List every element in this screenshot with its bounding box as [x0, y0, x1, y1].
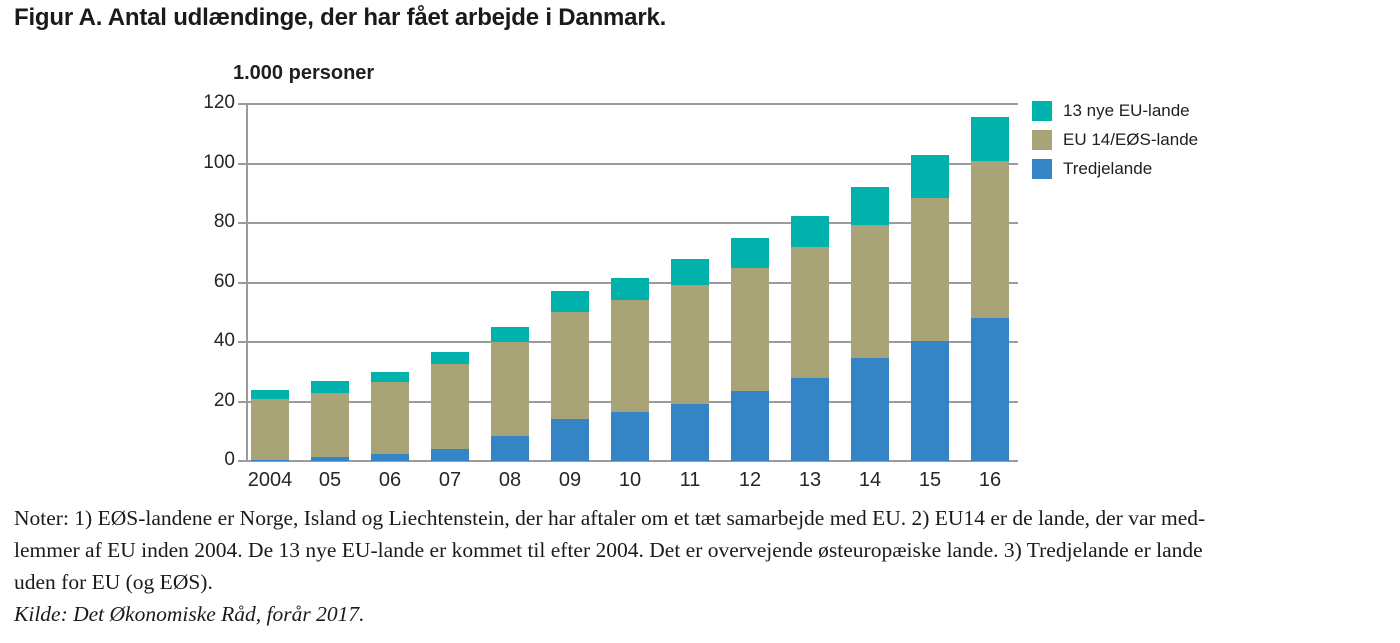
bar-segment-15-13-nye-eu-lande [911, 154, 949, 198]
bar-segment-10-tredjelande [611, 411, 649, 461]
bar-segment-05-13-nye-eu-lande [311, 380, 349, 393]
bar-segment-13-eu-14-e-s-lande [791, 246, 829, 378]
bar-group-09 [551, 104, 589, 461]
bar-segment-14-eu-14-e-s-lande [851, 224, 889, 359]
x-tick-label-16: 16 [978, 469, 1002, 491]
x-tick-label-06: 06 [378, 469, 402, 491]
y-axis-title: 1.000 personer [233, 62, 375, 84]
x-tick-label-09: 09 [558, 469, 582, 491]
bar-segment-15-tredjelande [911, 340, 949, 461]
bar-segment-13-tredjelande [791, 377, 829, 461]
x-tick-label-10: 10 [618, 469, 642, 491]
bar-segment-11-tredjelande [671, 404, 709, 461]
bar-segment-09-eu-14-e-s-lande [551, 312, 589, 420]
bar-group-15 [911, 104, 949, 461]
bar-group-2004 [251, 104, 289, 461]
bar-segment-06-eu-14-e-s-lande [371, 382, 409, 454]
figure-title: Figur A. Antal udlændinge, der har fået … [14, 4, 667, 31]
source-line: Kilde: Det Økonomiske Råd, forår 2017. [14, 602, 365, 626]
gridline-y-100 [238, 162, 1018, 165]
bar-segment-11-eu-14-e-s-lande [671, 285, 709, 405]
bar-segment-12-13-nye-eu-lande [731, 237, 769, 268]
legend-swatch-icon [1032, 159, 1052, 179]
x-tick-label-11: 11 [679, 469, 701, 491]
bar-segment-05-tredjelande [311, 456, 349, 461]
bar-group-07 [431, 104, 469, 461]
bar-segment-08-eu-14-e-s-lande [491, 342, 529, 436]
legend: 13 nye EU-lande EU 14/EØS-lande Tredjeland… [1032, 101, 1198, 188]
bar-group-13 [791, 104, 829, 461]
bar-segment-14-13-nye-eu-lande [851, 187, 889, 225]
bar-segment-15-eu-14-e-s-lande [911, 197, 949, 341]
bar-segment-11-13-nye-eu-lande [671, 258, 709, 286]
legend-item-tredjelande: Tredjelande [1032, 159, 1198, 179]
bar-segment-2004-eu-14-e-s-lande [251, 398, 289, 460]
bar-group-05 [311, 104, 349, 461]
bar-segment-13-13-nye-eu-lande [791, 215, 829, 247]
legend-swatch-icon [1032, 101, 1052, 121]
bar-segment-07-eu-14-e-s-lande [431, 364, 469, 450]
bar-segment-09-tredjelande [551, 419, 589, 461]
bar-segment-08-tredjelande [491, 435, 529, 461]
bar-segment-2004-13-nye-eu-lande [251, 389, 289, 399]
x-tick-label-15: 15 [918, 469, 942, 491]
x-tick-label-12: 12 [738, 469, 762, 491]
bar-segment-16-eu-14-e-s-lande [971, 160, 1009, 319]
bar-segment-07-tredjelande [431, 449, 469, 461]
bar-segment-10-13-nye-eu-lande [611, 278, 649, 301]
bar-segment-06-tredjelande [371, 453, 409, 461]
bar-group-16 [971, 104, 1009, 461]
y-tick-label-40: 40 [213, 330, 235, 351]
x-tick-label-13: 13 [798, 469, 822, 491]
legend-item-eu-14-e-s-lande: EU 14/EØS-lande [1032, 130, 1198, 150]
x-tick-label-05: 05 [318, 469, 342, 491]
bar-group-14 [851, 104, 889, 461]
bar-segment-12-eu-14-e-s-lande [731, 267, 769, 392]
notes-line-1: Noter: 1) EØS-landene er Norge, Island o… [14, 506, 1206, 530]
legend-item-13-nye-eu-lande: 13 nye EU-lande [1032, 101, 1198, 121]
notes-line-3: uden for EU (og EØS). [14, 570, 213, 594]
bar-group-08 [491, 104, 529, 461]
bar-segment-05-eu-14-e-s-lande [311, 392, 349, 457]
bar-segment-09-13-nye-eu-lande [551, 291, 589, 313]
bar-segment-2004-tredjelande [251, 459, 289, 461]
bar-group-10 [611, 104, 649, 461]
legend-label: 13 nye EU-lande [1063, 101, 1190, 120]
bar-segment-16-tredjelande [971, 318, 1009, 461]
legend-label: Tredjelande [1063, 159, 1153, 178]
x-tick-label-08: 08 [498, 469, 522, 491]
notes-block: Noter: 1) EØS-landene er Norge, Island o… [14, 502, 1394, 630]
plot-area: 0 20 40 60 80 100 120 2004 05 06 07 08 09 10 11 12 13 14 1… [203, 92, 1018, 491]
bar-segment-07-13-nye-eu-lande [431, 352, 469, 365]
legend-swatch-icon [1032, 130, 1052, 150]
notes-line-2: lemmer af EU inden 2004. De 13 nye EU-la… [14, 538, 1203, 562]
y-tick-label-60: 60 [213, 270, 235, 292]
bar-segment-10-eu-14-e-s-lande [611, 300, 649, 412]
bar-segment-14-tredjelande [851, 358, 889, 461]
bar-group-11 [671, 104, 709, 461]
y-tick-label-120: 120 [203, 92, 235, 113]
bar-segment-16-13-nye-eu-lande [971, 117, 1009, 161]
gridline-y-0 [238, 460, 1018, 462]
bar-segment-06-13-nye-eu-lande [371, 371, 409, 383]
bar-group-12 [731, 104, 769, 461]
gridline-y-80 [238, 222, 1018, 224]
y-tick-label-80: 80 [213, 211, 235, 232]
bar-segment-08-13-nye-eu-lande [491, 327, 529, 342]
y-tick-label-100: 100 [203, 151, 235, 173]
bar-group-06 [371, 104, 409, 461]
y-tick-label-0: 0 [224, 449, 235, 470]
x-tick-label-07: 07 [438, 469, 462, 491]
legend-label: EU 14/EØS-lande [1063, 130, 1199, 149]
x-tick-label-2004: 2004 [247, 469, 293, 491]
x-tick-label-14: 14 [858, 469, 882, 491]
y-tick-label-20: 20 [213, 389, 235, 411]
gridline-y-120 [238, 103, 1018, 105]
bar-segment-12-tredjelande [731, 391, 769, 461]
